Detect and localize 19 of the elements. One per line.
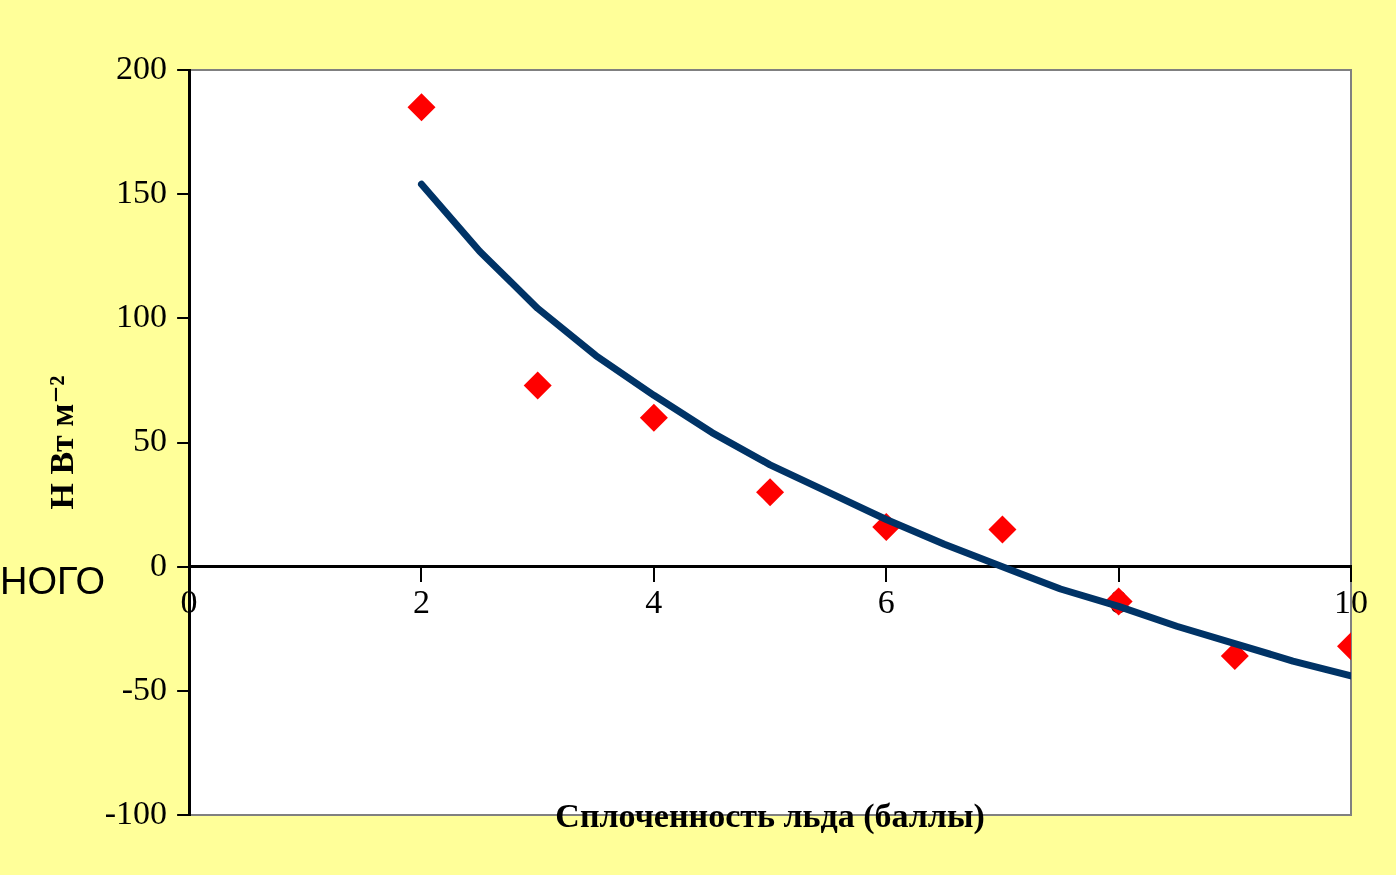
y-tick-label: 0 (150, 545, 168, 583)
y-axis-title: Н Вт м⁻² (43, 375, 81, 510)
y-tick-label: -50 (121, 669, 168, 707)
y-tick-label: 100 (116, 297, 168, 335)
y-tick-label: 200 (116, 48, 168, 86)
y-tick-label: 150 (116, 173, 168, 211)
point (523, 371, 552, 400)
point (988, 515, 1017, 544)
point (639, 403, 668, 432)
point (407, 93, 436, 122)
x-tick-label: 4 (645, 582, 663, 620)
text: НОГО (0, 560, 106, 603)
x-tick-label: 2 (413, 582, 430, 620)
x-axis-title: Сплоченность льда (баллы) (555, 796, 985, 835)
point (756, 478, 785, 507)
y-tick-label: 50 (133, 421, 168, 459)
x-tick-label: 6 (877, 582, 895, 620)
x-tick-label: 10 (1334, 582, 1368, 620)
y-tick-label: -100 (104, 793, 168, 831)
